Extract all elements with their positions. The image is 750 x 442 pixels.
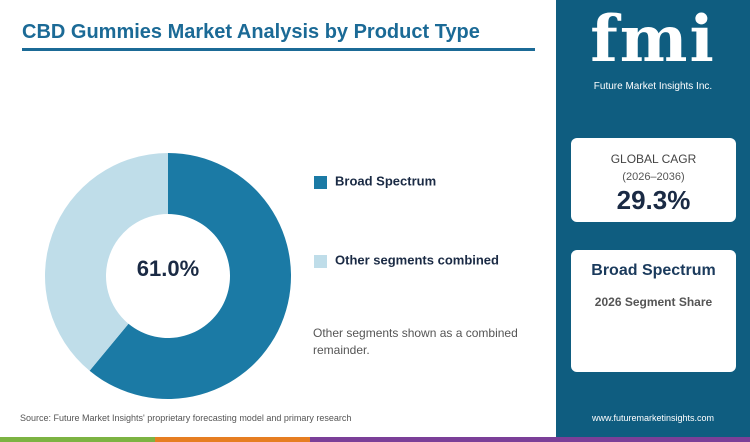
cagr-label: GLOBAL CAGR [610,152,697,166]
sidebar: fmi Future Market Insights Inc. GLOBAL C… [556,0,750,437]
legend-swatch [314,176,327,189]
center-label: 61.0% [137,256,199,281]
note: Other segments shown as a combined remai… [313,326,518,357]
chart-title: CBD Gummies Market Analysis by Product T… [22,21,480,43]
donut-slice [45,153,169,371]
website: www.futuremarketinsights.com [591,413,715,423]
stripe [0,437,155,442]
donut-slice [89,153,292,399]
logo-caption: Future Market Insights Inc. [593,81,713,92]
cagr-value: 29.3% [616,185,691,215]
stripe [310,437,750,442]
legend-swatch [314,255,327,268]
source: Source: Future Market Insights' propriet… [20,413,352,423]
segment-title: Broad Spectrum [591,262,716,279]
legend-label: Broad Spectrum [335,173,436,188]
title-rule [22,48,535,51]
donut-chart: Broad Spectrum Other segments combined 61.… [45,153,499,399]
segment-caption: 2026 Segment Share [594,295,713,309]
segment-box: Broad Spectrum 2026 Segment Share [571,250,736,372]
logo: fmi [590,2,716,77]
cagr-period: (2026–2036) [622,171,685,183]
stripe [155,437,310,442]
cagr-box: GLOBAL CAGR (2026–2036) 29.3% [571,138,736,222]
legend-label: Other segments combined [335,252,499,267]
